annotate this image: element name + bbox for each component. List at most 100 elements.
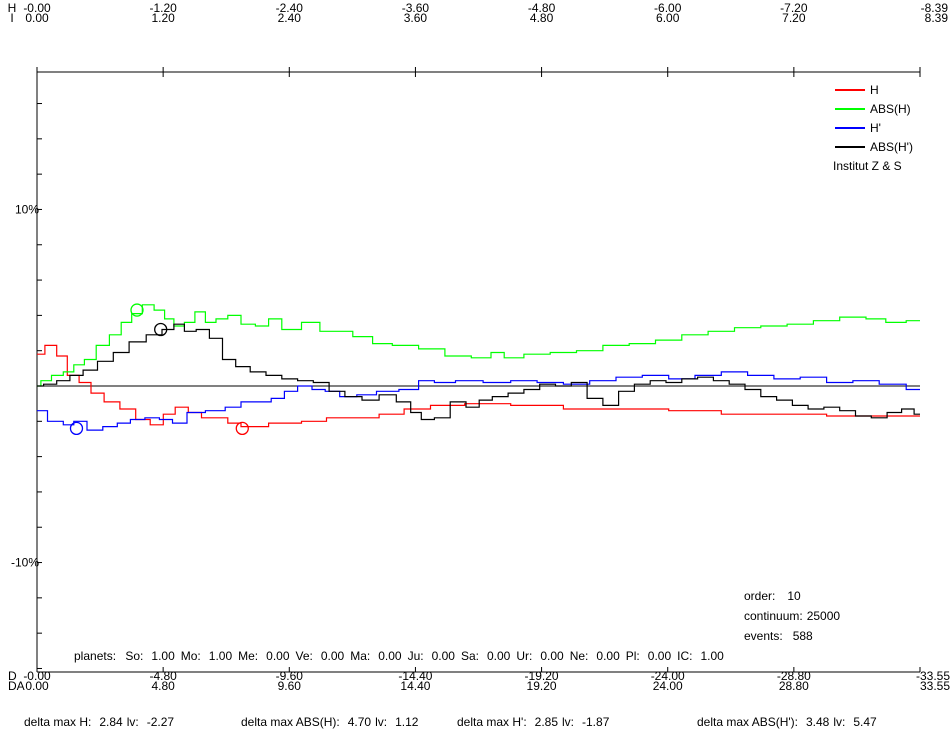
- top-axis-tick-label-h: -1.20: [149, 1, 177, 15]
- series-line: [37, 371, 920, 431]
- top-axis-tick-label-i: 1.20: [151, 11, 175, 25]
- delta-lv-value: 1.12: [395, 715, 419, 729]
- planet-name: Pl:: [625, 649, 640, 663]
- bottom-axis-tick-label-d: -0.00: [23, 669, 51, 683]
- planet-name: Ma:: [350, 649, 371, 663]
- bottom-axis-tick-label-d: -14.40: [398, 669, 432, 683]
- bottom-axis-tick-label-da: 4.80: [151, 679, 175, 693]
- top-axis: HI -0.000.00 -1.201.20 -2.402.40 -3.603.60 -4…: [8, 1, 949, 77]
- y-axis-tick-label: 10%: [15, 202, 39, 216]
- y-axis: 10% -10%: [11, 72, 920, 672]
- planet-value: 0.00: [596, 649, 620, 663]
- order-value: 10: [787, 589, 801, 603]
- planet-value: 1.00: [208, 649, 233, 663]
- series-line: [37, 344, 920, 428]
- planet-value: 0.00: [378, 649, 402, 663]
- extremum-markers: [69, 303, 249, 436]
- bottom-axis-tick-label-d: -4.80: [149, 669, 177, 683]
- bottom-axis-tick-label-da: 33.55: [920, 679, 950, 693]
- planet-name: Ju:: [407, 649, 424, 663]
- bottom-axis-tick-label-d: -9.60: [276, 669, 304, 683]
- top-axis-tick-label-i: 6.00: [656, 11, 680, 25]
- delta-label: delta max ABS(H):: [241, 715, 340, 729]
- top-axis-tick-label-i: 3.60: [404, 11, 428, 25]
- legend-label: H': [870, 121, 881, 135]
- planet-name: So:: [125, 649, 144, 663]
- bottom-axis-tick-label-da: 0.00: [25, 679, 49, 693]
- info-panel: order: 10 continuum: 25000 events: 588: [744, 586, 840, 646]
- extremum-marker: [130, 303, 144, 317]
- legend: H ABS(H) H' ABS(H') Institut Z & S: [833, 83, 913, 173]
- delta-group: delta max H: 2.84 lv: -2.27: [24, 712, 174, 732]
- events-value: 588: [792, 629, 813, 643]
- y-axis-tick-label: -10%: [11, 556, 39, 570]
- delta-value: 2.84: [99, 715, 123, 729]
- top-axis-tick-label-i: 8.39: [925, 11, 949, 25]
- extremum-marker: [69, 421, 84, 436]
- bottom-axis-tick-label-da: 24.00: [653, 679, 683, 693]
- continuum-value: 25000: [806, 609, 841, 623]
- extremum-marker: [154, 322, 168, 337]
- delta-group: delta max H': 2.85 lv: -1.87: [457, 712, 609, 732]
- planet-name: Ur:: [516, 649, 533, 663]
- delta-label: delta max ABS(H'):: [697, 715, 798, 729]
- top-axis-tick-label-h: -0.00: [23, 1, 51, 15]
- top-axis-row-label-i: I: [10, 11, 13, 25]
- continuum-row: continuum: 25000: [744, 606, 840, 626]
- planet-value: 0.00: [266, 649, 290, 663]
- delta-lv-value: 5.47: [853, 715, 877, 729]
- top-axis-tick-label-i: 2.40: [278, 11, 302, 25]
- legend-label: ABS(H'): [870, 140, 913, 154]
- order-row: order: 10: [744, 586, 840, 606]
- bottom-axis-tick-label-d: -33.55: [916, 669, 950, 683]
- series-line: [37, 323, 920, 421]
- series-line: [37, 304, 920, 387]
- top-axis-row-label-h: H: [8, 1, 17, 15]
- bottom-axis-tick-label-da: 14.40: [400, 679, 430, 693]
- delta-value: 3.48: [806, 715, 830, 729]
- delta-label: delta max H:: [24, 715, 92, 729]
- delta-label: delta max H':: [457, 715, 527, 729]
- planet-value: 0.00: [540, 649, 564, 663]
- legend-note: Institut Z & S: [833, 159, 902, 173]
- delta-lv-label: lv:: [562, 715, 575, 729]
- bottom-axis: DDA-0.000.00 -4.804.80 -9.609.60 -14.4014.4…: [8, 667, 950, 693]
- legend-label: H: [870, 83, 879, 97]
- delta-value: 4.70: [347, 715, 372, 729]
- delta-group: delta max ABS(H): 4.70 lv: 1.12: [241, 712, 418, 732]
- order-label: order:: [744, 589, 776, 603]
- bottom-axis-tick-label-da: 28.80: [779, 679, 809, 693]
- delta-lv-value: -2.27: [146, 715, 175, 729]
- bottom-axis-tick-label-da: 19.20: [527, 679, 557, 693]
- delta-lv-label: lv:: [833, 715, 846, 729]
- planet-value: 0.00: [647, 649, 672, 663]
- bottom-axis-tick-label-d: -24.00: [651, 669, 685, 683]
- top-axis-tick-label-h: -4.80: [528, 1, 556, 15]
- bottom-axis-row-label-d: D: [8, 669, 17, 683]
- bottom-axis-row-label-da: DA: [8, 679, 25, 693]
- continuum-label: continuum:: [744, 609, 803, 623]
- planet-value: 0.00: [486, 649, 511, 663]
- bottom-axis-tick-label-d: -28.80: [777, 669, 811, 683]
- delta-lv-label: lv:: [126, 715, 139, 729]
- top-axis-tick-label-h: -7.20: [780, 1, 808, 15]
- top-axis-tick-label-h: -3.60: [402, 1, 430, 15]
- planet-name: Sa:: [460, 649, 479, 663]
- legend-label: ABS(H): [870, 102, 911, 116]
- planet-name: Mo:: [180, 649, 201, 663]
- planet-name: Ve:: [295, 649, 313, 663]
- top-axis-tick-label-h: -8.39: [921, 1, 949, 15]
- planet-name: IC:: [677, 649, 693, 663]
- bottom-axis-tick-label-da: 9.60: [278, 679, 302, 693]
- events-row: events: 588: [744, 626, 840, 646]
- planet-value: 1.00: [700, 649, 724, 663]
- planet-value: 0.00: [431, 649, 455, 663]
- top-axis-tick-label-h: -2.40: [276, 1, 304, 15]
- top-axis-tick-label-i: 7.20: [782, 11, 806, 25]
- planet-name: Ne:: [569, 649, 589, 663]
- bottom-axis-tick-label-d: -19.20: [525, 669, 559, 683]
- delta-lv-label: lv:: [375, 715, 388, 729]
- planet-value: 0.00: [320, 649, 345, 663]
- planet-name: Me:: [238, 649, 259, 663]
